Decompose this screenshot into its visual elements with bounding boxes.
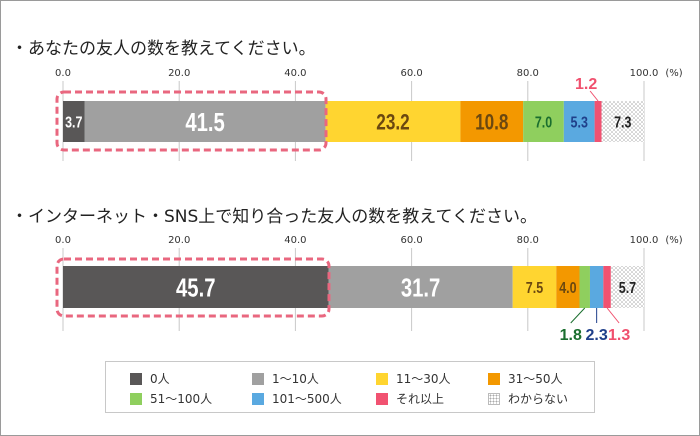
chart-1-title: ・あなたの友人の数を教えてください。: [11, 39, 316, 59]
bar-segment-7: [594, 101, 602, 142]
legend-label: 101〜500人: [272, 392, 342, 406]
bar-segment-5: [523, 101, 564, 142]
bar-segment-6: [563, 101, 595, 142]
bar-segment-2: [328, 266, 513, 308]
tick-label: 20.0: [168, 68, 190, 79]
tick-label: 100.0: [630, 68, 659, 79]
bar-segment-1: [63, 266, 329, 308]
bar-segment-8: [601, 101, 644, 142]
legend-swatch: [130, 392, 142, 405]
data-label: 4.0: [559, 279, 576, 297]
data-label: 3.7: [65, 114, 82, 132]
bar-segment-3: [325, 101, 461, 142]
legend-swatch: [488, 372, 500, 385]
data-label: 41.5: [185, 107, 224, 136]
legend-item: 0人: [130, 370, 170, 387]
unit-label: (%): [665, 68, 682, 79]
legend-item: それ以上: [376, 390, 444, 407]
legend: 0人 1〜10人 11〜30人 31〜50人 51〜100人 101〜500人 それ以上 わか…: [105, 361, 595, 413]
data-label: 31.7: [401, 273, 440, 302]
leader-line: [606, 307, 620, 324]
legend-label: 51〜100人: [150, 392, 213, 406]
bar-segment-1: [63, 101, 85, 142]
bar-segment-8: [610, 266, 644, 308]
legend-label: 0人: [150, 372, 170, 386]
data-label: 45.7: [176, 273, 215, 302]
tick-label: 0.0: [55, 68, 71, 79]
legend-item: 11〜30人: [376, 370, 451, 387]
legend-item: 101〜500人: [252, 390, 342, 407]
legend-item: 51〜100人: [130, 390, 212, 407]
legend-label: わからない: [508, 392, 569, 406]
leader-line: [570, 307, 586, 324]
bar-segment-5: [579, 266, 590, 308]
tick-label: 100.0: [630, 235, 659, 246]
legend-swatch: [252, 392, 264, 405]
data-label: 7.0: [535, 114, 552, 132]
legend-swatch: [130, 372, 142, 385]
tick-label: 60.0: [400, 235, 422, 246]
leader-line: [589, 90, 599, 102]
legend-swatch: [376, 372, 388, 385]
legend-swatch: [252, 372, 264, 385]
legend-swatch: [488, 392, 500, 405]
legend-label: 31〜50人: [508, 372, 563, 386]
data-label: 10.8: [475, 110, 508, 135]
bar-segment-3: [512, 266, 557, 308]
tick-label: 20.0: [168, 235, 190, 246]
tick-label: 80.0: [517, 235, 539, 246]
data-label: 1.2: [575, 76, 597, 93]
tick-label: 40.0: [284, 235, 306, 246]
data-label: 7.3: [614, 114, 631, 132]
tick-label: 60.0: [400, 68, 422, 79]
legend-swatch: [376, 392, 388, 405]
highlight-box: [55, 90, 328, 152]
legend-label: 11〜30人: [396, 372, 451, 386]
legend-item: わからない: [488, 390, 568, 407]
bar-segment-4: [556, 266, 580, 308]
highlight-box: [55, 257, 331, 318]
data-label: 5.3: [571, 114, 588, 132]
tick-label: 0.0: [55, 235, 71, 246]
bar-segment-6: [589, 266, 604, 308]
bar-segment-4: [460, 101, 524, 142]
legend-label: それ以上: [396, 392, 445, 406]
data-label: 2.3: [586, 327, 608, 344]
unit-label: (%): [665, 235, 682, 246]
tick-label: 80.0: [517, 68, 539, 79]
data-label: 23.2: [376, 110, 409, 135]
legend-item: 1〜10人: [252, 370, 319, 387]
bar-segment-2: [84, 101, 326, 142]
legend-label: 1〜10人: [272, 372, 319, 386]
tick-label: 40.0: [284, 68, 306, 79]
bar-segment-7: [603, 266, 611, 308]
data-label: 1.8: [560, 327, 582, 344]
data-label: 5.7: [619, 279, 636, 297]
legend-item: 31〜50人: [488, 370, 563, 387]
chart-2-title: ・インターネット・SNS上で知り合った友人の数を教えてください。: [11, 207, 537, 227]
data-label: 1.3: [608, 327, 630, 344]
data-label: 7.5: [526, 279, 543, 297]
